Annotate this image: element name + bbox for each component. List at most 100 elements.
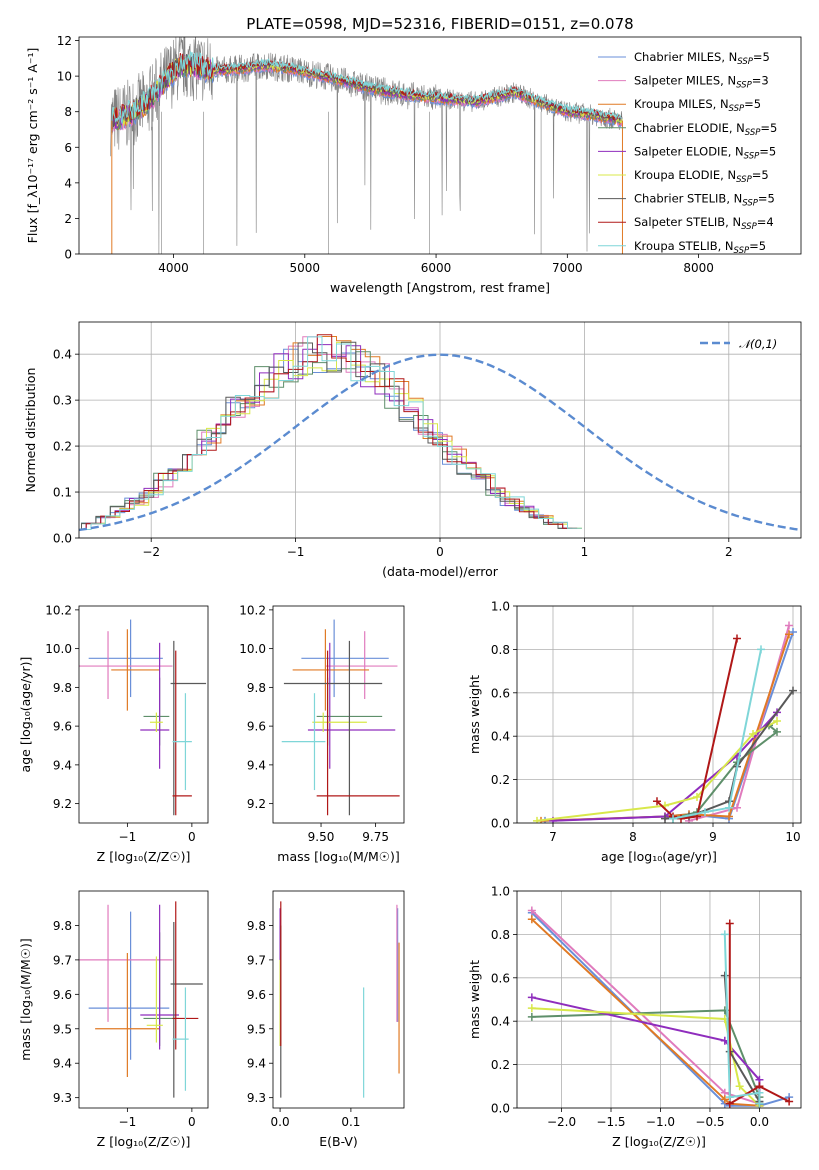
normal-curve [79,353,801,532]
legend-entry: Salpeter ELODIE, NSSP=5 [634,144,776,161]
y-tick-label: 0.0 [491,817,510,831]
weight-marker [773,727,781,736]
axes-frame [78,321,802,539]
weight-marker [653,797,661,806]
y-axis-label: mass weight [467,960,482,1039]
weight-marker [755,1088,764,1097]
y-tick-label: 9.4 [247,758,266,772]
weight-marker [725,1093,734,1102]
mass_vs_Z-panel: −1 0 9.3 9.4 9.5 9.6 9.7 9.8 Z [log₁₀(Z/Z☉)] mass… [18,890,209,1149]
y-tick-label: 9.6 [53,988,72,1002]
x-tick-label: 0 [188,1115,196,1129]
weight-line [656,638,738,820]
weight-marker [527,1004,536,1013]
y-tick-label: 9.4 [53,758,72,772]
mass_vs_EBV-panel: 0.0 0.1 9.3 9.4 9.5 9.6 9.7 9.8 E(B-V) [247,890,405,1149]
weight-marker [527,993,536,1002]
y-tick-label: 0.4 [491,730,510,744]
y-tick-label: 0.2 [491,773,510,787]
weight-marker [527,915,536,924]
weight-marker [785,621,793,630]
weight-marker [725,919,734,928]
x-tick-label: −1.5 [596,1115,625,1129]
legend-entry: Salpeter MILES, NSSP=3 [634,74,769,91]
x-axis-label: E(B-V) [319,1134,358,1149]
weight_vs_Z-marks [527,906,794,1108]
weight-line [544,631,794,822]
weight-marker [533,816,541,823]
y-tick-label: 10.0 [239,642,266,656]
spectrum-model-line [111,52,623,129]
spectrum-model-line [111,51,623,128]
y-axis-label: mass [log₁₀(M/M☉)] [18,938,33,1060]
x-tick-label: 1 [581,545,589,559]
y-axis-label: age [log₁₀(age/yr)] [18,657,33,773]
weight-line [672,724,779,820]
x-axis-label: Z [log₁₀(Z/Z☉)] [97,1134,191,1149]
weight-marker [661,814,669,823]
y-tick-label: 8 [64,105,72,119]
x-axis-label: Z [log₁₀(Z/Z☉)] [97,849,191,864]
y-tick-label: 1.0 [491,600,510,614]
x-tick-label: 7000 [552,261,583,275]
y-tick-label: 9.4 [53,1057,72,1071]
weight-marker [720,930,729,939]
histogram-step-line [79,336,582,530]
age_vs_Z-panel: −1 0 9.2 9.4 9.6 9.8 10.0 10.2 Z [log₁₀(Z/Z☉)] ag… [18,603,209,864]
x-tick-label: −2.0 [547,1115,576,1129]
x-tick-label: 0.0 [750,1115,769,1129]
y-tick-label: 9.2 [53,797,72,811]
axes-frame [516,605,802,824]
spectrum-panel: 4000 5000 6000 7000 8000 0 2 4 6 8 10 12 wavelength … [25,34,802,295]
x-tick-label: 5000 [290,261,321,275]
weight-marker [669,814,677,823]
weight-line [723,934,761,1104]
x-tick-label: 4000 [158,261,189,275]
x-tick-label: 9 [709,830,717,844]
y-tick-label: 2 [64,212,72,226]
y-tick-label: 10.2 [45,603,72,617]
weight-line [672,649,762,820]
y-tick-label: 9.8 [247,681,266,695]
x-tick-label: 0.1 [341,1115,360,1129]
weight-line [531,918,760,1107]
mass_vs_EBV-marks [279,901,400,1098]
legend-entry: Kroupa STELIB, NSSP=5 [634,239,766,256]
weight-marker [527,1012,536,1021]
x-tick-label: 8000 [683,261,714,275]
weight_vs_Z-panel: −2.0 −1.5 −1.0 −0.5 0.0 0.0 0.2 0.4 0.6 0.8 1.0 Z [… [467,885,802,1149]
y-axis-label: mass weight [467,675,482,754]
y-tick-label: 9.6 [247,720,266,734]
x-tick-label: 6000 [421,261,452,275]
y-tick-label: 0.8 [491,928,510,942]
x-tick-label: 10 [785,830,800,844]
y-tick-label: 10.0 [45,642,72,656]
weight-marker [785,630,793,639]
age_vs_Z-marks [79,619,207,816]
y-tick-label: 0.8 [491,643,510,657]
y-tick-label: 0.6 [491,971,510,985]
y-axis-label: Flux [f_λ10⁻¹⁷ erg cm⁻² s⁻¹ A⁻¹] [25,48,40,244]
weight_vs_age-panel: 7 8 9 10 0.0 0.2 0.4 0.6 0.8 1.0 age [log₁₀(age/yr… [467,600,802,864]
weight-marker [527,906,536,915]
y-tick-label: 0.2 [491,1058,510,1072]
legend-entry: Chabrier MILES, NSSP=5 [634,50,770,67]
y-tick-label: 9.2 [247,797,266,811]
x-tick-label: −1 [287,545,305,559]
legend-entry: 𝒩(0,1) [739,337,777,351]
weight-marker [789,686,797,695]
x-tick-label: 2 [725,545,733,559]
axes-frame [78,890,209,1109]
x-axis-label: age [log₁₀(age/yr)] [601,849,717,864]
x-tick-label: 8 [629,830,637,844]
weight_vs_age-marks [533,621,797,823]
weight-marker [677,814,685,823]
x-tick-label: −0.5 [695,1115,724,1129]
age_vs_mass-marks [281,619,400,816]
x-axis-label: wavelength [Angstrom, rest frame] [330,280,550,295]
legend-entry: Kroupa ELODIE, NSSP=5 [634,168,769,185]
y-tick-label: 9.3 [247,1091,266,1105]
y-tick-label: 9.5 [247,1022,266,1036]
legend-entry: Chabrier STELIB, NSSP=5 [634,192,775,209]
